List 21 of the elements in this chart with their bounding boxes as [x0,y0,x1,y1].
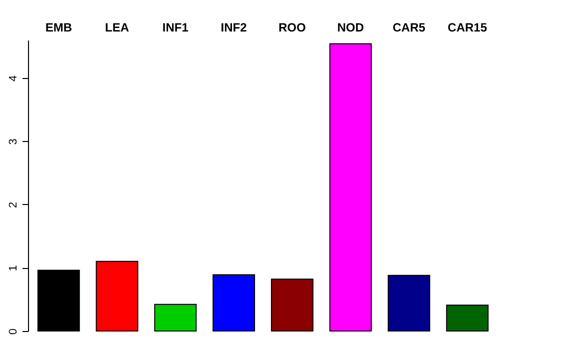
x-tick-label: INF2 [220,20,248,34]
y-tick-label: 1 [8,265,20,272]
bar [212,274,256,332]
y-tick-label: 4 [8,75,20,82]
x-tick-label: LEA [105,20,130,34]
bar [446,304,489,332]
x-tick-label: NOD [337,20,364,34]
y-tick-label: 3 [8,138,20,145]
bar [154,304,197,332]
y-tick-label: 2 [8,202,20,208]
bar [388,274,430,332]
bar [270,278,314,332]
x-tick-label: CAR5 [392,20,426,34]
bar [37,270,80,332]
x-tick-label: ROO [278,20,306,34]
y-tick-label: 0 [8,328,20,335]
x-tick-label: EMB [45,20,72,34]
bar [96,260,138,332]
bar [329,43,372,332]
x-tick-label: INF1 [162,20,189,34]
x-tick-label: CAR15 [448,20,488,34]
